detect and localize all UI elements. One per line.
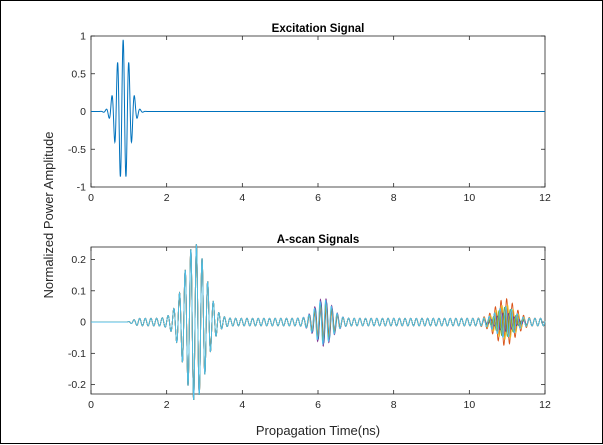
bottom-x-tick-label: 4 [239, 399, 245, 411]
top-axes: Excitation Signal 0 2 4 6 8 10 12 -1 -0.5 0 0.5 1 [68, 23, 551, 204]
top-x-tick-label: 2 [164, 192, 170, 204]
bottom-y-tick-label: 0.2 [71, 254, 86, 266]
top-x-tick-label: 12 [539, 192, 551, 204]
top-y-tick-label: 0 [80, 106, 86, 118]
top-x-tick-label: 4 [239, 192, 245, 204]
bottom-y-tick-label: -0.2 [68, 379, 86, 391]
bottom-y-tick-label: 0.1 [71, 285, 86, 297]
bottom-x-tick-label: 6 [315, 399, 321, 411]
top-y-tick-label: -1 [77, 182, 86, 194]
y-axis-label: Normalized Power Amplitude [41, 132, 56, 299]
bottom-x-tick-label: 8 [391, 399, 397, 411]
bottom-x-tick-labels: 0 2 4 6 8 10 12 [88, 247, 551, 411]
a-scan-series-line [91, 244, 546, 401]
bottom-x-tick-label: 2 [164, 399, 170, 411]
top-x-tick-label: 6 [315, 192, 321, 204]
top-x-tick-label: 0 [88, 192, 94, 204]
x-axis-label: Propagation Time(ns) [256, 423, 380, 438]
top-x-tick-label: 10 [463, 192, 475, 204]
excitation-signal-line [91, 39, 545, 177]
top-y-tick-labels: -1 -0.5 0 0.5 1 [68, 31, 545, 194]
bottom-chart-title: A-scan Signals [277, 234, 359, 246]
bottom-y-tick-label: 0 [80, 317, 86, 329]
bottom-series-group [91, 244, 546, 401]
bottom-x-tick-label: 10 [463, 399, 475, 411]
bottom-axes-box [90, 246, 546, 395]
top-y-tick-label: -0.5 [68, 144, 86, 156]
bottom-y-tick-label: -0.1 [68, 348, 86, 360]
top-series-group [91, 39, 545, 177]
top-x-tick-labels: 0 2 4 6 8 10 12 [88, 36, 551, 204]
top-chart-title: Excitation Signal [272, 23, 365, 35]
bottom-x-tick-label: 0 [88, 399, 94, 411]
top-y-tick-label: 0.5 [71, 68, 86, 80]
top-y-tick-label: 1 [80, 31, 86, 43]
bottom-axes: A-scan Signals 0 2 4 6 8 10 12 -0.2 -0.1 0 0.1 0.2 [68, 234, 551, 411]
bottom-x-tick-label: 12 [539, 399, 551, 411]
top-x-tick-label: 8 [391, 192, 397, 204]
